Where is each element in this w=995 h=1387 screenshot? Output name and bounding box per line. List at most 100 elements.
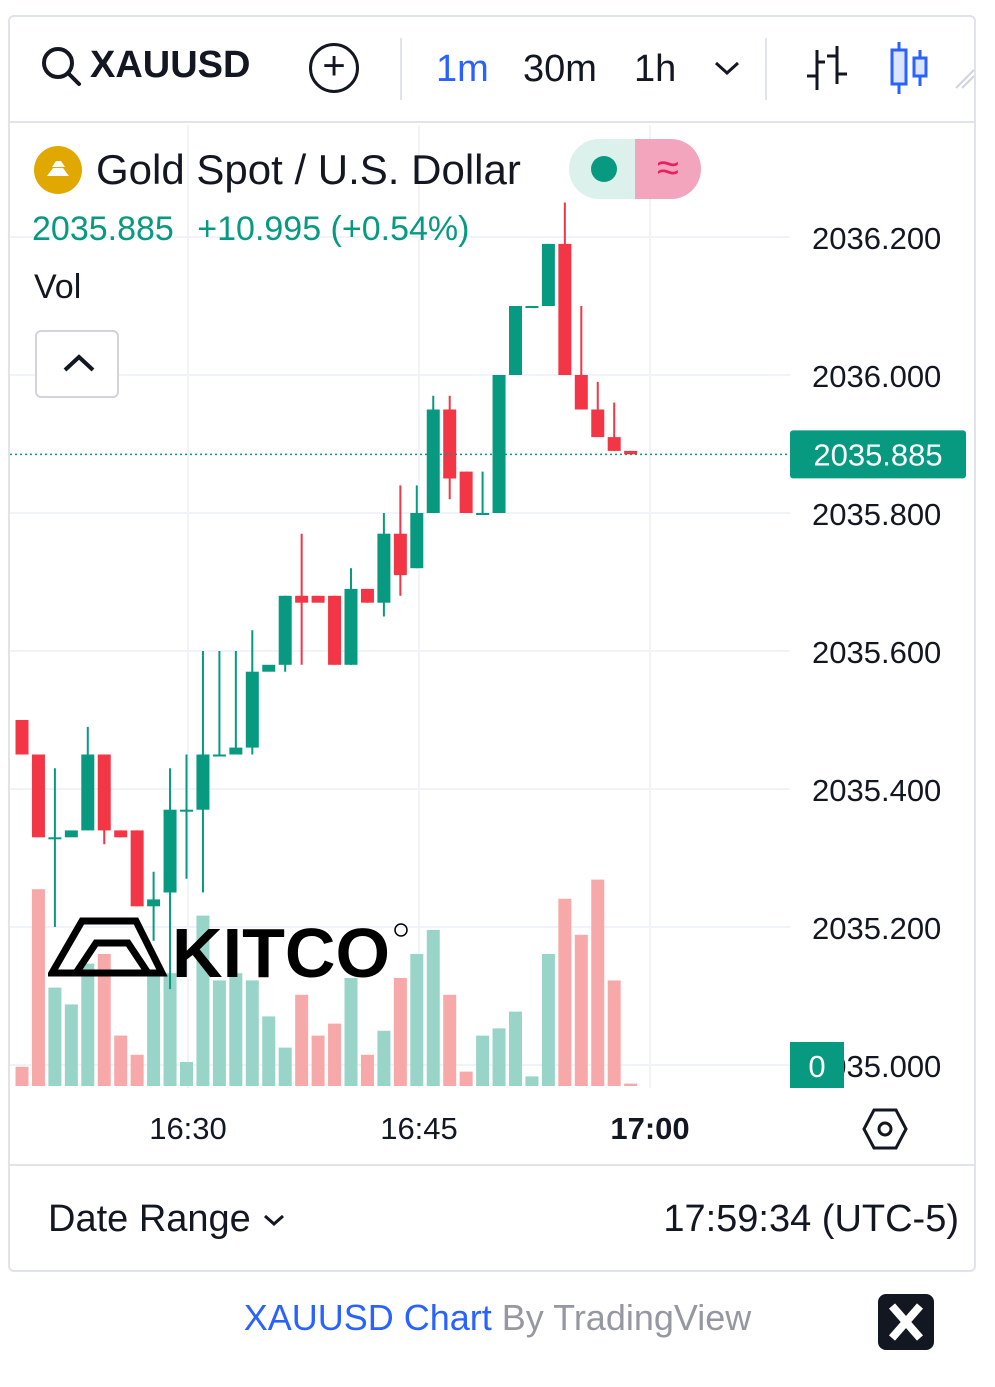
- footer-divider: [8, 1164, 976, 1166]
- candle-body: [278, 595, 292, 665]
- interval-1m[interactable]: 1m: [436, 48, 489, 90]
- candle-body: [114, 830, 128, 838]
- chevron-up-icon: [63, 354, 95, 372]
- volume-bar: [344, 978, 358, 1086]
- current-price: 2035.885: [32, 210, 174, 248]
- candle-body: [459, 471, 473, 513]
- candle-body: [541, 243, 555, 306]
- volume-bar: [229, 973, 243, 1086]
- plus-icon: +: [322, 44, 346, 88]
- legend-price: 2035.885 +10.995 (+0.54%): [32, 210, 469, 249]
- candle-body: [64, 830, 78, 838]
- toolbar-divider: [400, 38, 402, 100]
- volume-axis-badge: [790, 1042, 844, 1088]
- candle-body: [180, 809, 193, 812]
- price-chart[interactable]: 2036.200 2036.000 2035.800 2035.600 2035.400…: [0, 0, 995, 1164]
- volume-bar: [163, 973, 177, 1086]
- volume-bar: [574, 934, 588, 1086]
- candle-body: [624, 450, 638, 455]
- candle-body: [443, 409, 457, 479]
- x-tick-label: 16:30: [149, 1111, 227, 1146]
- volume-bar: [245, 980, 259, 1086]
- volume-bar: [426, 930, 440, 1086]
- volume-bar: [591, 879, 605, 1086]
- candle-body: [377, 533, 391, 603]
- settings-icon[interactable]: [862, 1108, 908, 1150]
- volume-bar: [81, 963, 95, 1086]
- candle-body: [509, 306, 522, 375]
- y-tick-label: 2035.400: [812, 773, 941, 808]
- tradingview-credit[interactable]: XAUUSD Chart By TradingView: [0, 1297, 995, 1339]
- volume-bar: [558, 898, 572, 1086]
- candle-body: [48, 837, 62, 840]
- chevron-down-icon[interactable]: [712, 58, 742, 78]
- chart-link[interactable]: XAUUSD Chart: [243, 1297, 492, 1338]
- candle-body: [262, 664, 276, 672]
- compare-add-button[interactable]: +: [309, 43, 359, 93]
- candle-body: [410, 513, 424, 569]
- candle-body: [328, 595, 342, 665]
- symbol-description: Gold Spot / U.S. Dollar: [96, 146, 521, 193]
- volume-bar: [31, 889, 45, 1086]
- date-range-label: Date Range: [48, 1198, 251, 1240]
- candle-body: [591, 409, 605, 438]
- last-price-badge: [790, 430, 966, 479]
- candle-body: [426, 409, 440, 513]
- volume-bar: [607, 980, 621, 1086]
- candle-body: [229, 747, 243, 755]
- candle-body: [31, 754, 45, 838]
- volume-bar: [541, 954, 555, 1086]
- date-range-dropdown[interactable]: Date Range: [48, 1198, 287, 1241]
- volume-bar: [509, 1011, 522, 1086]
- candle-body: [295, 595, 309, 603]
- interval-1h[interactable]: 1h: [634, 48, 677, 90]
- candle-body: [97, 754, 111, 831]
- candle-body: [311, 595, 325, 603]
- candle-body: [360, 588, 374, 603]
- bar-chart-type-icon[interactable]: [803, 44, 851, 94]
- candle-body: [344, 588, 358, 665]
- volume-bar: [278, 1047, 292, 1086]
- volume-bar: [180, 1062, 193, 1086]
- volume-bar: [459, 1071, 473, 1086]
- y-tick-label: 2035.600: [812, 635, 941, 670]
- candle-body: [196, 754, 210, 810]
- volume-axis-label: 0: [808, 1049, 825, 1084]
- chevron-down-icon: [263, 1214, 284, 1226]
- volume-bar: [410, 954, 424, 1086]
- kitco-logo-text: KITCO: [172, 915, 390, 985]
- price-change: +10.995 (+0.54%): [197, 210, 470, 248]
- volume-bar: [295, 994, 309, 1086]
- volume-bar: [212, 980, 226, 1086]
- volume-bar: [360, 1054, 374, 1086]
- volume-bar: [443, 994, 457, 1086]
- candle-body: [147, 899, 161, 907]
- candle-body: [15, 720, 29, 755]
- volume-bar: [377, 1030, 391, 1086]
- volume-bar: [48, 987, 62, 1086]
- candle-body: [81, 754, 95, 831]
- last-price-label: 2035.885: [813, 437, 942, 472]
- candlestick-chart-type-icon[interactable]: [888, 40, 932, 96]
- candle-body: [574, 375, 588, 410]
- current-time[interactable]: 17:59:34 (UTC-5): [663, 1198, 959, 1240]
- x-tick-label: 16:45: [380, 1111, 458, 1146]
- volume-bar: [624, 1083, 638, 1086]
- volume-bar: [15, 1066, 29, 1086]
- volume-legend-label: Vol: [34, 268, 82, 306]
- y-tick-label: 2035.200: [812, 911, 941, 946]
- legend-title: Gold Spot / U.S. Dollar: [34, 146, 521, 194]
- candle-body: [476, 513, 490, 515]
- close-button[interactable]: [878, 1294, 934, 1350]
- market-status-pill[interactable]: ≈: [569, 139, 701, 199]
- symbol-search[interactable]: XAUUSD: [40, 44, 250, 87]
- y-tick-label: 2036.000: [812, 359, 941, 394]
- candle-body: [212, 754, 226, 757]
- collapse-legend-button[interactable]: [35, 330, 119, 398]
- volume-bar: [525, 1076, 539, 1086]
- y-tick-label: 2035.800: [812, 497, 941, 532]
- toolbar: [8, 15, 976, 123]
- search-icon: [42, 46, 81, 86]
- interval-30m[interactable]: 30m: [523, 48, 597, 90]
- toolbar-divider: [765, 38, 767, 100]
